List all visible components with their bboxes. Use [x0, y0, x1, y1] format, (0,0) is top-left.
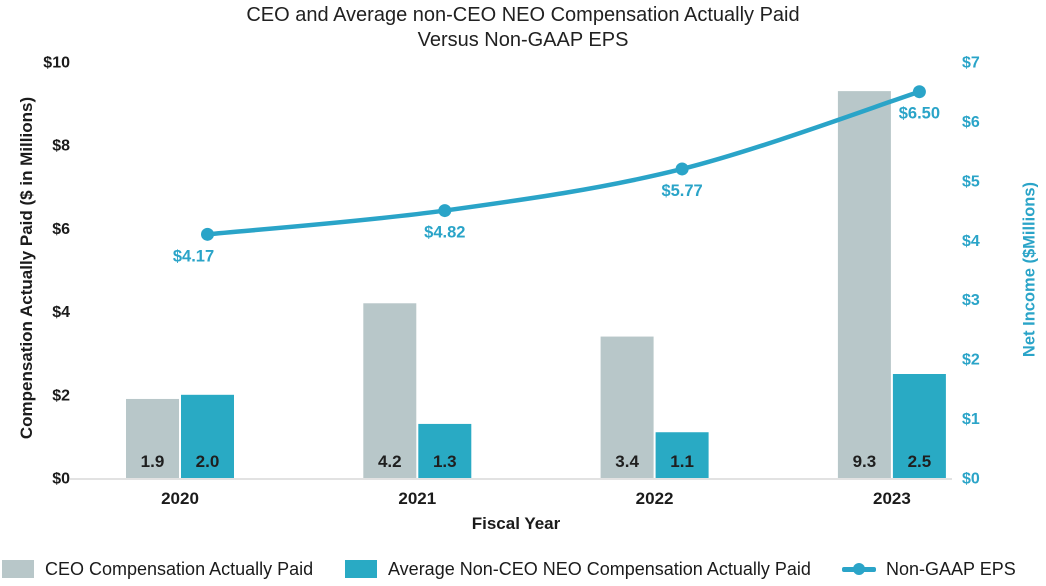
eps-marker-2020 — [201, 227, 214, 241]
eps-marker-2023 — [912, 85, 926, 99]
bar-ceo-2022 — [600, 336, 654, 478]
bar-ceo-2023 — [837, 91, 891, 479]
bar-nonceo-2021 — [418, 423, 472, 478]
legend-item-non-ceo-compensation: Average Non-CEO NEO Compensation Actuall… — [345, 556, 811, 582]
legend-item-ceo-compensation: CEO Compensation Actually Paid — [2, 556, 313, 582]
x-axis-tick-2020: 2020 — [161, 489, 199, 508]
left-axis-tick: $4 — [52, 304, 70, 321]
right-axis-tick: $7 — [962, 54, 980, 71]
eps-label-2020: $4.17 — [173, 247, 214, 265]
right-axis-tick: $5 — [962, 173, 980, 190]
bar-label-nonceo-2021: 1.3 — [433, 452, 457, 471]
right-axis-tick: $6 — [962, 114, 980, 131]
legend-swatch-gray-bar — [2, 560, 34, 578]
legend-item-non-gaap-eps: Non-GAAP EPS — [842, 556, 1016, 582]
bar-label-ceo-2021: 4.2 — [378, 452, 402, 471]
eps-label-2023: $6.50 — [899, 105, 940, 123]
right-axis-tick: $3 — [962, 292, 980, 309]
x-axis-title: Fiscal Year — [471, 514, 561, 533]
left-axis-tick: $0 — [52, 471, 70, 488]
legend-label: CEO Compensation Actually Paid — [45, 558, 314, 579]
legend-swatch-teal-bar — [345, 560, 377, 578]
chart-legend: CEO Compensation Actually Paid Average N… — [0, 556, 1046, 582]
bar-label-ceo-2023: 9.3 — [853, 452, 877, 471]
bar-label-nonceo-2022: 1.1 — [670, 452, 694, 471]
bar-label-nonceo-2023: 2.5 — [908, 452, 932, 471]
left-axis-tick: $2 — [52, 387, 70, 404]
eps-marker-2021 — [438, 204, 452, 218]
chart-title-line-2: Versus Non-GAAP EPS — [417, 29, 629, 51]
legend-line-marker-icon — [842, 559, 876, 579]
right-axis-tick: $1 — [962, 411, 980, 428]
eps-label-2022: $5.77 — [661, 182, 702, 200]
legend-label: Non-GAAP EPS — [886, 558, 1016, 579]
chart-title: CEO and Average non-CEO NEO Compensation… — [0, 3, 1046, 53]
bar-nonceo-2020 — [181, 394, 234, 478]
right-axis-tick: $4 — [962, 233, 980, 250]
chart-plot-area: $0 $2 $4 $6 $8 $10 $0 $1 $2 $3 $4 $5 $6 $7 1.9 2.0 2020 4… — [43, 54, 980, 508]
x-axis-tick-2023: 2023 — [873, 489, 911, 508]
x-axis-tick-2021: 2021 — [398, 489, 436, 508]
bar-ceo-2020 — [126, 398, 179, 478]
legend-label: Average Non-CEO NEO Compensation Actuall… — [388, 558, 811, 579]
bar-label-ceo-2020: 1.9 — [141, 452, 165, 471]
bar-nonceo-2023 — [892, 374, 946, 478]
left-axis-tick: $8 — [52, 138, 70, 155]
right-axis-tick: $0 — [962, 471, 980, 488]
left-axis-tick: $6 — [52, 221, 70, 238]
chart-title-line-1: CEO and Average non-CEO NEO Compensation… — [246, 4, 800, 26]
right-axis-tick: $2 — [962, 352, 980, 369]
bar-label-nonceo-2020: 2.0 — [196, 452, 220, 471]
eps-marker-2022 — [675, 162, 689, 176]
eps-line — [205, 89, 922, 237]
x-axis-tick-2022: 2022 — [636, 489, 674, 508]
bar-nonceo-2022 — [655, 432, 709, 478]
bar-label-ceo-2022: 3.4 — [615, 452, 639, 471]
eps-label-2021: $4.82 — [424, 224, 465, 242]
bar-ceo-2021 — [363, 303, 417, 478]
left-axis-tick: $10 — [43, 55, 70, 72]
